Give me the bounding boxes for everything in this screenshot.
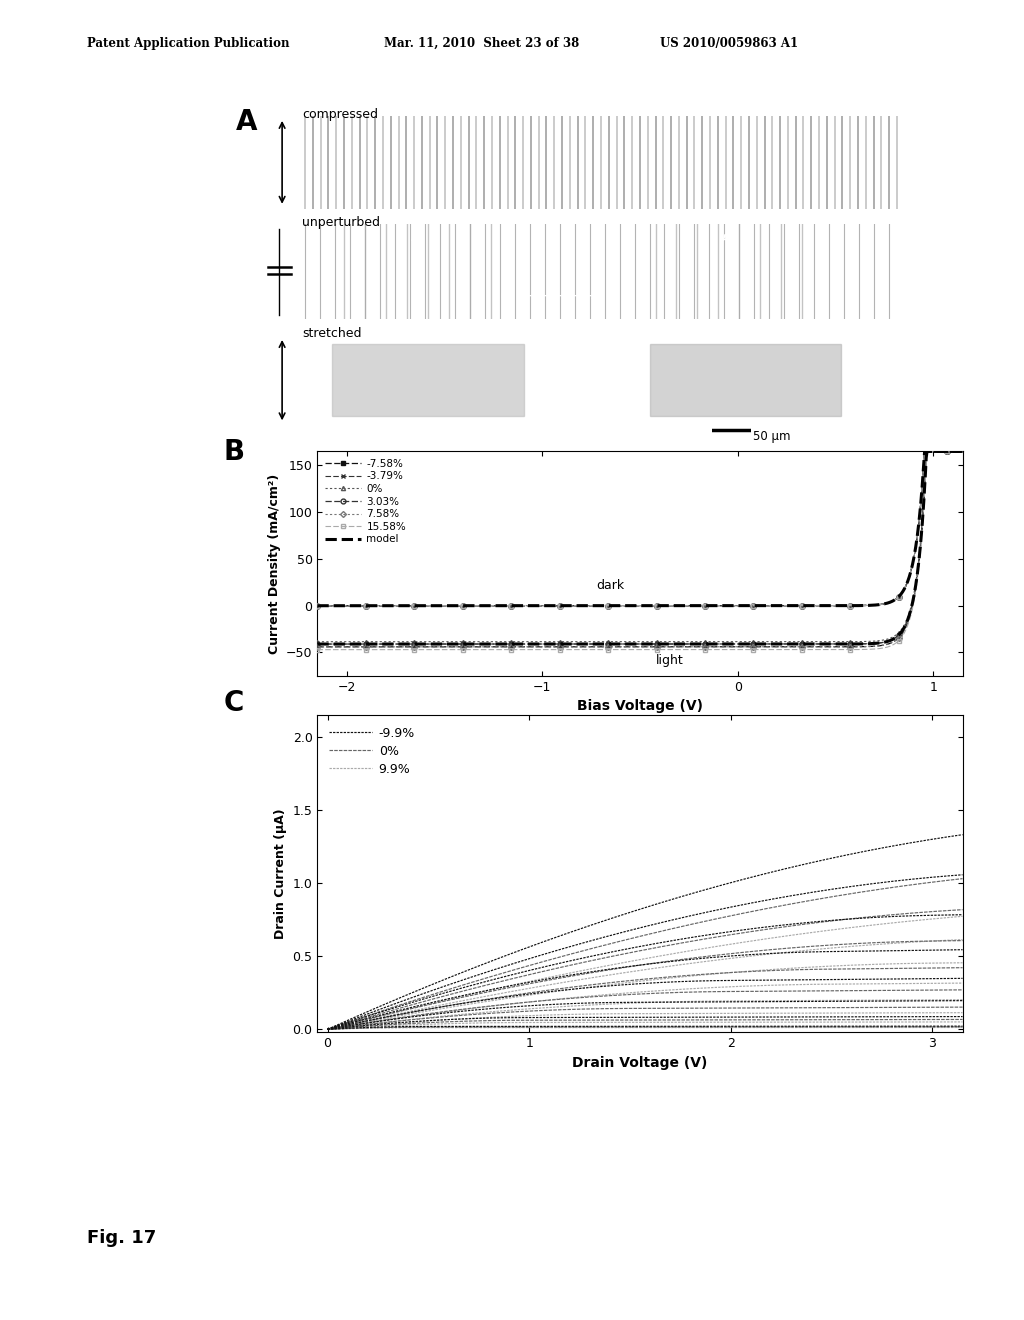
Legend: -7.58%, -3.79%, 0%, 3.03%, 7.58%, 15.58%, model: -7.58%, -3.79%, 0%, 3.03%, 7.58%, 15.58%…: [323, 457, 409, 546]
Text: C: C: [223, 689, 244, 717]
Text: A: A: [236, 108, 257, 136]
Text: n: n: [501, 292, 506, 300]
Bar: [332, 224, 500, 319]
Text: compressed: compressed: [302, 108, 378, 121]
Legend: -9.9%, 0%, 9.9%: -9.9%, 0%, 9.9%: [324, 722, 420, 780]
Bar: [649, 345, 842, 416]
Text: unperturbed: unperturbed: [302, 216, 380, 230]
Text: 50 μm: 50 μm: [753, 430, 791, 444]
Text: stretched: stretched: [302, 327, 361, 341]
Text: dark: dark: [597, 579, 625, 591]
Y-axis label: Current Density (mA/cm²): Current Density (mA/cm²): [267, 474, 281, 653]
Text: Al: Al: [411, 234, 421, 243]
Bar: [643, 224, 811, 319]
Text: Mar. 11, 2010  Sheet 23 of 38: Mar. 11, 2010 Sheet 23 of 38: [384, 37, 580, 50]
Y-axis label: Drain Current (μA): Drain Current (μA): [274, 809, 287, 939]
Text: p: p: [613, 292, 618, 300]
X-axis label: Drain Voltage (V): Drain Voltage (V): [572, 1056, 708, 1069]
Text: US 2010/0059863 A1: US 2010/0059863 A1: [660, 37, 799, 50]
Text: Patent Application Publication: Patent Application Publication: [87, 37, 290, 50]
Text: Fig. 17: Fig. 17: [87, 1229, 157, 1247]
Text: B: B: [223, 438, 245, 466]
Bar: [332, 345, 523, 416]
Text: Al: Al: [722, 234, 732, 243]
X-axis label: Bias Voltage (V): Bias Voltage (V): [577, 700, 703, 713]
Text: light: light: [655, 653, 683, 667]
